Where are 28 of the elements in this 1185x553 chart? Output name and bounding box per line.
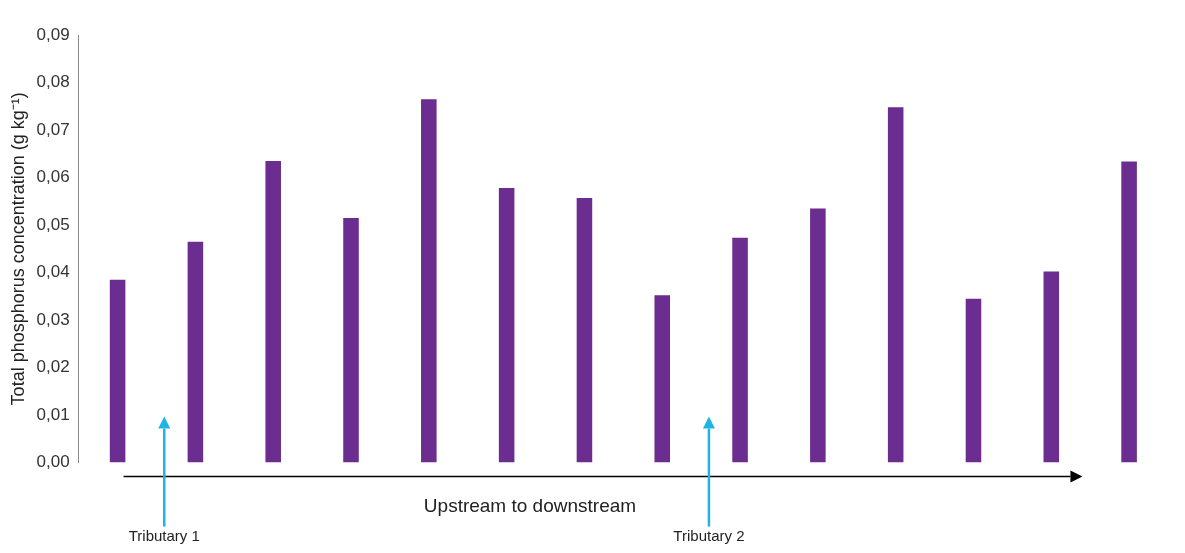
- y-tick-label: 0,04: [36, 262, 70, 282]
- y-tick-label: 0,06: [36, 167, 70, 187]
- y-tick-label: 0,00: [36, 452, 70, 472]
- y-tick-label: 0,03: [36, 309, 70, 329]
- bar: [421, 99, 437, 463]
- bar: [965, 298, 982, 463]
- y-tick-label: 0,05: [36, 214, 70, 234]
- bar: [654, 295, 671, 463]
- bar: [576, 197, 593, 463]
- y-tick-label: 0,08: [36, 72, 70, 92]
- bar: [109, 279, 126, 463]
- y-tick-label: 0,07: [36, 119, 70, 139]
- y-tick-label: 0,02: [36, 357, 70, 377]
- bar: [343, 217, 359, 463]
- text: Tributary 2: [673, 526, 745, 544]
- bar: [265, 160, 281, 463]
- bar: [187, 241, 204, 463]
- bar: [498, 187, 515, 463]
- bar: [1121, 161, 1137, 463]
- y-axis-title: Total phosphorus concentration (g kg⁻¹): [7, 92, 28, 406]
- bar: [887, 107, 904, 463]
- y-tick-label: 0,01: [36, 404, 70, 424]
- y-tick-label: 0,09: [36, 24, 70, 44]
- bar: [1043, 271, 1060, 463]
- bar: [732, 237, 748, 463]
- x-axis-title: Upstream to downstream: [423, 494, 637, 517]
- text: Tributary 1: [128, 526, 200, 544]
- bar: [810, 208, 826, 463]
